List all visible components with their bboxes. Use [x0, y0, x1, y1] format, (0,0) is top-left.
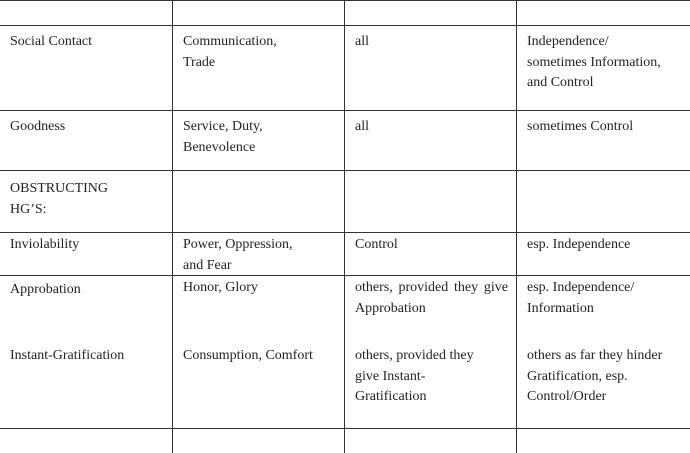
table-row [0, 1, 690, 26]
table-cell [0, 429, 173, 453]
table-cell: others, provided they give Instant- Gratif… [345, 343, 517, 428]
table-cell [173, 171, 345, 232]
table-cell [517, 429, 690, 453]
table-cell: all [345, 26, 517, 110]
table-row: Goodness Service, Duty, Benevolence all s… [0, 111, 690, 171]
table-cell: Goodness [0, 111, 173, 170]
table-row: Instant-Gratification Consumption, Comfo… [0, 343, 690, 429]
table-cell: all [345, 111, 517, 170]
table-cell [345, 171, 517, 232]
table-cell: Instant-Gratification [0, 343, 173, 428]
table-cell [345, 1, 517, 25]
table-cell: Control [345, 233, 517, 275]
table-row: OBSTRUCTING HG’S: [0, 171, 690, 233]
table-cell: Inviolability [0, 233, 173, 275]
table-cell: Communication, Trade [173, 26, 345, 110]
table-row: Approbation Honor, Glory others, provide… [0, 276, 690, 343]
table-cell: Social Contact [0, 26, 173, 110]
table-row: Inviolability Power, Oppression, and Fear… [0, 233, 690, 276]
table-cell: esp. Independence [527, 237, 631, 252]
table-cell: Service, Duty, Benevolence [173, 111, 345, 170]
table-cell [173, 429, 345, 453]
table-cell: Approbation [0, 276, 173, 343]
table-cell: others as far they hinder Gratification, … [527, 348, 663, 404]
table-cell: Independence/sometimes Information, and C… [527, 34, 661, 90]
table-cell [517, 171, 690, 232]
table-row: Social Contact Communication, Trade all I… [0, 26, 690, 111]
table-cell: OBSTRUCTING HG’S: [0, 171, 173, 232]
table-cell: others, provided they give Approbation [345, 276, 517, 343]
table-cell: Consumption, Comfort [173, 343, 345, 428]
table-cell: Honor, Glory [173, 276, 345, 343]
table-cell: esp. Independence/Information [527, 280, 635, 316]
table-row [0, 429, 690, 453]
table-cell [345, 429, 517, 453]
table-cell [517, 1, 690, 25]
table-cell [0, 1, 173, 25]
table-cell: sometimes Control [527, 119, 634, 134]
table-cell: Power, Oppression, and Fear [173, 233, 345, 275]
table-cell [173, 1, 345, 25]
